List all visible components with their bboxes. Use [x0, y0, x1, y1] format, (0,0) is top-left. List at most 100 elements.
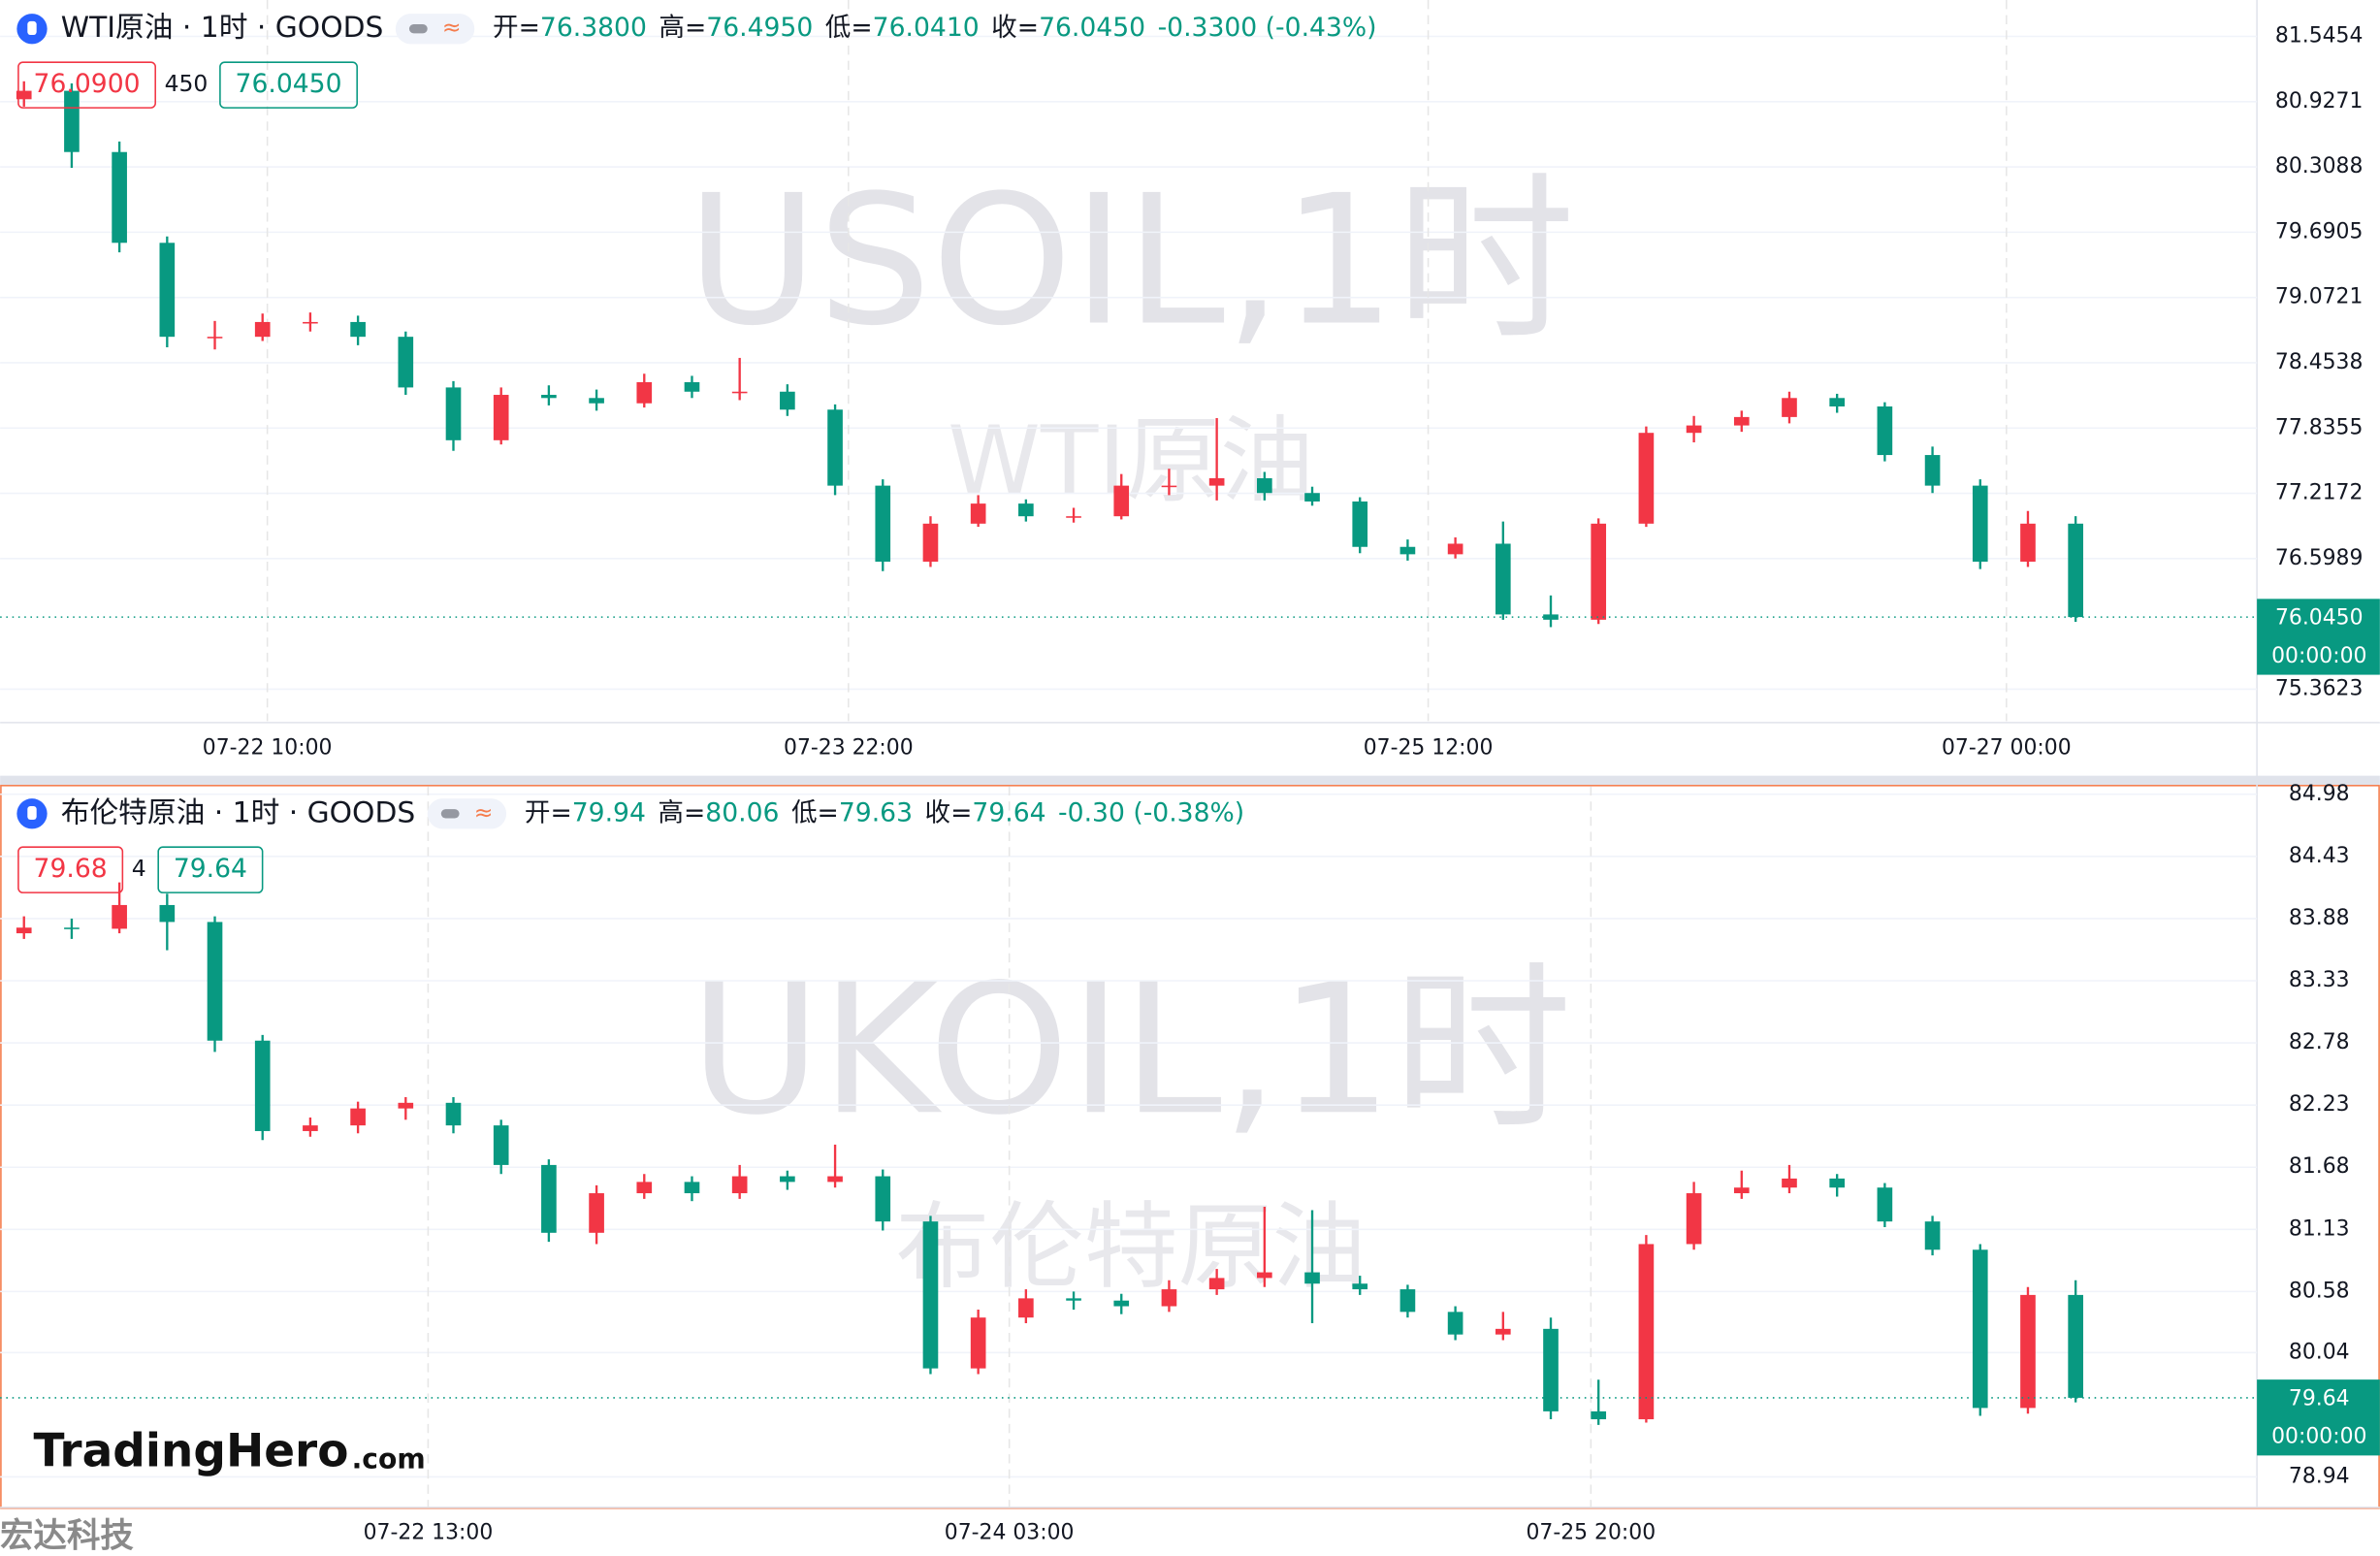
ohlc-value: 79.94 — [572, 797, 646, 827]
footer-brand: 宏达科技 — [0, 1517, 134, 1556]
status-pill — [395, 14, 475, 45]
candle-body — [1113, 485, 1130, 517]
last-price-label: 79.64 — [2289, 1386, 2350, 1410]
candle-body — [1686, 425, 1702, 434]
candle-body — [16, 927, 32, 934]
ohlc-change: -0.30 (-0.38%) — [1058, 797, 1244, 827]
x-tick-label: 07-25 20:00 — [1527, 1521, 1656, 1545]
candle-body — [684, 381, 700, 392]
x-tick-label: 07-25 12:00 — [1364, 735, 1494, 760]
candle-body — [64, 90, 80, 152]
y-tick-label: 78.4538 — [2275, 350, 2364, 374]
candle-body — [684, 1182, 700, 1194]
status-icon — [408, 24, 428, 34]
candle-body — [64, 927, 80, 929]
candle-body — [112, 904, 127, 929]
spread: 450 — [165, 70, 209, 97]
y-tick-label: 84.98 — [2289, 782, 2350, 806]
candle-body — [1733, 1187, 1750, 1194]
candle-body — [1495, 1328, 1511, 1335]
candle-body — [827, 1176, 843, 1183]
candle-body — [970, 503, 986, 524]
ohlc-name: 低= — [791, 797, 839, 827]
candle-body — [207, 922, 223, 1041]
status-icon: ≈ — [474, 798, 494, 826]
candle-body — [350, 321, 366, 338]
countdown: 00:00:00 — [2271, 644, 2366, 668]
candle-body — [1877, 1187, 1893, 1222]
y-tick-label: 83.33 — [2289, 968, 2350, 992]
x-tick-label: 07-22 13:00 — [364, 1521, 494, 1545]
y-tick-label: 81.68 — [2289, 1154, 2350, 1179]
candle-body — [875, 485, 891, 562]
candle-body — [1352, 1283, 1368, 1290]
candle-body — [1638, 433, 1655, 524]
candle-body — [112, 151, 127, 243]
last-price-label: 76.0450 — [2275, 606, 2364, 631]
candle-body — [731, 391, 748, 394]
last-price-box — [2257, 599, 2380, 675]
candle-body — [1829, 1178, 1846, 1188]
ohlc-value: 80.06 — [705, 797, 779, 827]
y-tick-label: 81.5454 — [2275, 24, 2364, 49]
status-icon: ≈ — [442, 14, 462, 41]
ohlc-value: 76.4950 — [706, 13, 813, 43]
candle-body — [1733, 416, 1750, 426]
y-tick-label: 82.78 — [2289, 1030, 2350, 1054]
candle-body — [1304, 493, 1320, 502]
y-tick-label: 82.23 — [2289, 1092, 2350, 1117]
y-tick-label: 79.0721 — [2275, 285, 2364, 309]
y-tick-label: 80.04 — [2289, 1340, 2350, 1364]
logo-suffix: .com — [352, 1443, 426, 1475]
ohlc-change: -0.3300 (-0.43%) — [1158, 13, 1377, 43]
candle-body — [2020, 523, 2036, 562]
candle-body — [1447, 543, 1463, 555]
candle-body — [827, 409, 843, 486]
ohlc-value: 76.3800 — [540, 13, 647, 43]
candle-body — [589, 398, 604, 404]
ohlc-name: 收= — [925, 797, 973, 827]
ask-badge-frame — [157, 846, 264, 893]
candle-body — [1829, 398, 1846, 407]
ohlc-name: 开= — [493, 13, 540, 43]
y-tick-label: 78.94 — [2289, 1464, 2350, 1488]
bid-badge-frame — [17, 61, 156, 109]
candle-body — [1066, 1298, 1081, 1301]
candle-body — [1591, 1410, 1607, 1420]
candle-body — [1924, 1221, 1941, 1250]
candle-body — [780, 391, 795, 410]
candle-body — [875, 1176, 891, 1222]
status-icon — [440, 809, 460, 819]
candle-body — [1543, 1328, 1559, 1411]
candle-body — [1208, 1278, 1225, 1290]
candle-body — [2068, 523, 2083, 618]
candle-body — [1352, 501, 1368, 547]
last-price-box — [2257, 1379, 2380, 1456]
candle-body — [350, 1108, 366, 1126]
ohlc-name: 低= — [825, 13, 873, 43]
candle-body — [445, 1102, 462, 1126]
candle-body — [398, 1102, 414, 1109]
ohlc-value: 79.63 — [839, 797, 913, 827]
candle-body — [1399, 1289, 1416, 1313]
spread: 4 — [132, 855, 146, 882]
candle-body — [636, 381, 653, 404]
ask-badge-frame — [219, 61, 358, 109]
symbol-title: WTI原油 · 1时 · GOODS — [61, 11, 384, 45]
candle-body — [1304, 1272, 1320, 1284]
candle-body — [1638, 1244, 1655, 1420]
candle-body — [1877, 406, 1893, 456]
y-tick-label: 77.2172 — [2275, 481, 2364, 505]
candle-body — [254, 1040, 271, 1131]
candle-body — [731, 1176, 748, 1194]
candle-body — [1066, 516, 1081, 518]
candle-body — [1782, 398, 1797, 417]
candle-body — [2020, 1294, 2036, 1409]
watermark: USOIL,1时 — [687, 156, 1575, 365]
candle-body — [922, 1221, 939, 1369]
candle-body — [1782, 1178, 1797, 1188]
status-pill — [427, 798, 507, 829]
x-tick-label: 07-22 10:00 — [203, 735, 333, 760]
candle-body — [1543, 614, 1559, 620]
